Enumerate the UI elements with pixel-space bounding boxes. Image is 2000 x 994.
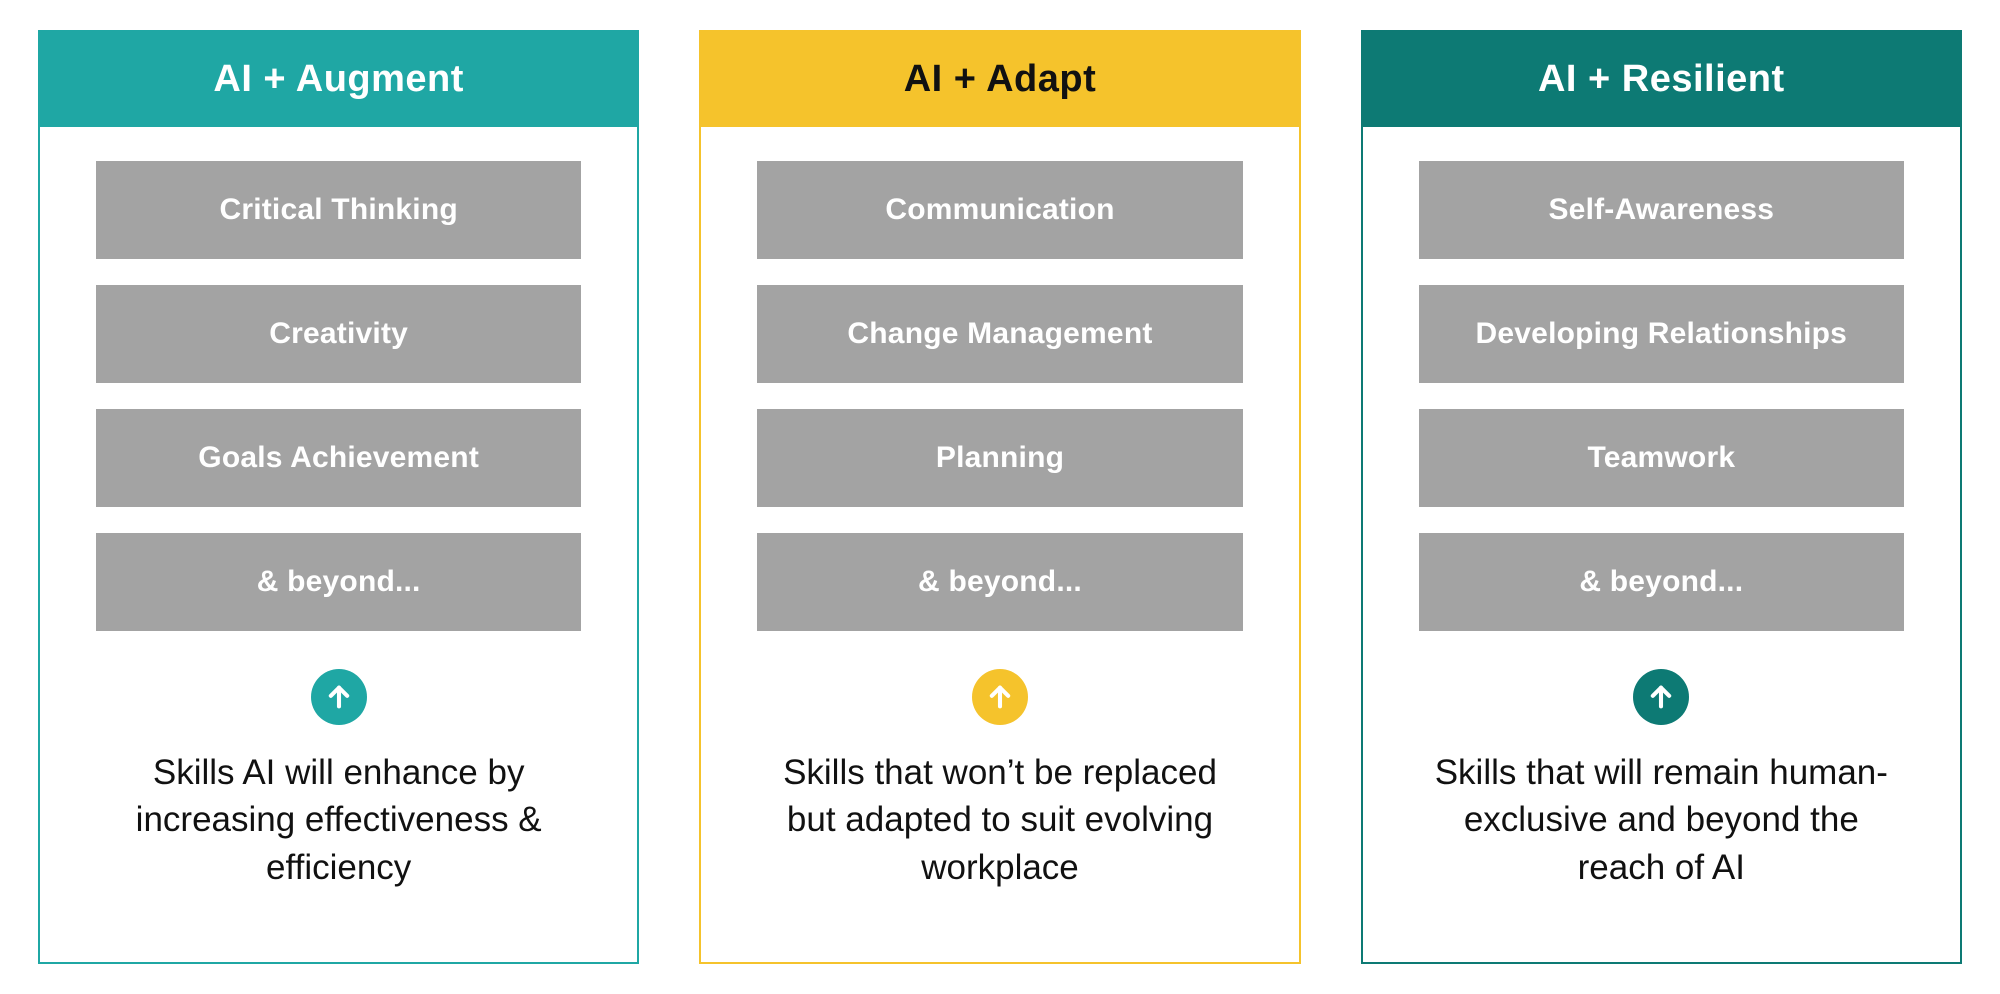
column-description: Skills that won’t be replaced but adapte… [757, 749, 1242, 891]
column-resilient: AI + Resilient Self-Awareness Developing… [1361, 30, 1962, 964]
column-body-augment: Critical Thinking Creativity Goals Achie… [40, 127, 637, 962]
arrow-up-icon [1419, 669, 1904, 725]
skill-box: Goals Achievement [96, 409, 581, 507]
column-header-resilient: AI + Resilient [1363, 32, 1960, 127]
column-adapt: AI + Adapt Communication Change Manageme… [699, 30, 1300, 964]
column-description: Skills AI will enhance by increasing eff… [96, 749, 581, 891]
arrow-up-icon [96, 669, 581, 725]
skill-box: Self-Awareness [1419, 161, 1904, 259]
column-header-adapt: AI + Adapt [701, 32, 1298, 127]
column-body-resilient: Self-Awareness Developing Relationships … [1363, 127, 1960, 962]
column-augment: AI + Augment Critical Thinking Creativit… [38, 30, 639, 964]
column-header-augment: AI + Augment [40, 32, 637, 127]
skill-box: & beyond... [96, 533, 581, 631]
column-body-adapt: Communication Change Management Planning… [701, 127, 1298, 962]
skill-box: Developing Relationships [1419, 285, 1904, 383]
skill-box: Creativity [96, 285, 581, 383]
skill-box: Planning [757, 409, 1242, 507]
skill-box: Change Management [757, 285, 1242, 383]
infographic-columns: AI + Augment Critical Thinking Creativit… [38, 30, 1962, 964]
arrow-up-icon [757, 669, 1242, 725]
skill-box: Critical Thinking [96, 161, 581, 259]
skill-box: Teamwork [1419, 409, 1904, 507]
skill-box: Communication [757, 161, 1242, 259]
column-description: Skills that will remain human-exclusive … [1419, 749, 1904, 891]
skill-box: & beyond... [1419, 533, 1904, 631]
skill-box: & beyond... [757, 533, 1242, 631]
